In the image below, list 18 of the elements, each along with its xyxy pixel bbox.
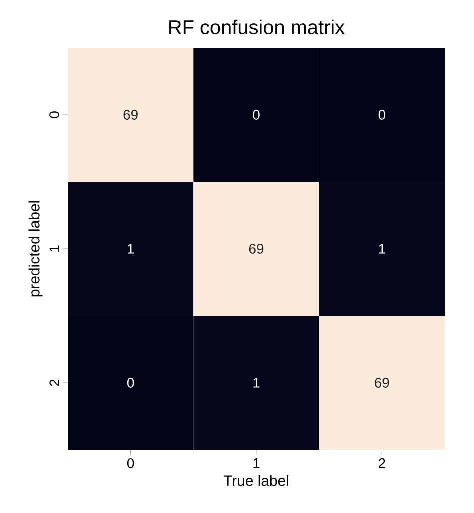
y-tick-label: 1	[50, 246, 60, 252]
data-label: 0	[128, 378, 134, 388]
x-tick-label: 1	[254, 458, 260, 468]
data-label: 1	[254, 378, 260, 388]
data-label: 1	[379, 244, 386, 254]
x-tick-label: 2	[378, 458, 386, 468]
chart-title: RF confusion matrix	[170, 20, 345, 34]
data-label: 1	[128, 244, 134, 254]
data-label: 69	[124, 110, 138, 120]
y-tick-label: 2	[50, 380, 60, 386]
data-label: 69	[249, 244, 264, 254]
data-label: 0	[378, 110, 386, 120]
x-axis-title: True label	[224, 475, 288, 486]
y-axis-title: predicted label	[28, 201, 43, 297]
data-label: 69	[375, 378, 390, 388]
data-label: 0	[253, 110, 260, 120]
y-tick-label: 0	[50, 112, 60, 118]
x-tick-label: 0	[128, 458, 134, 468]
